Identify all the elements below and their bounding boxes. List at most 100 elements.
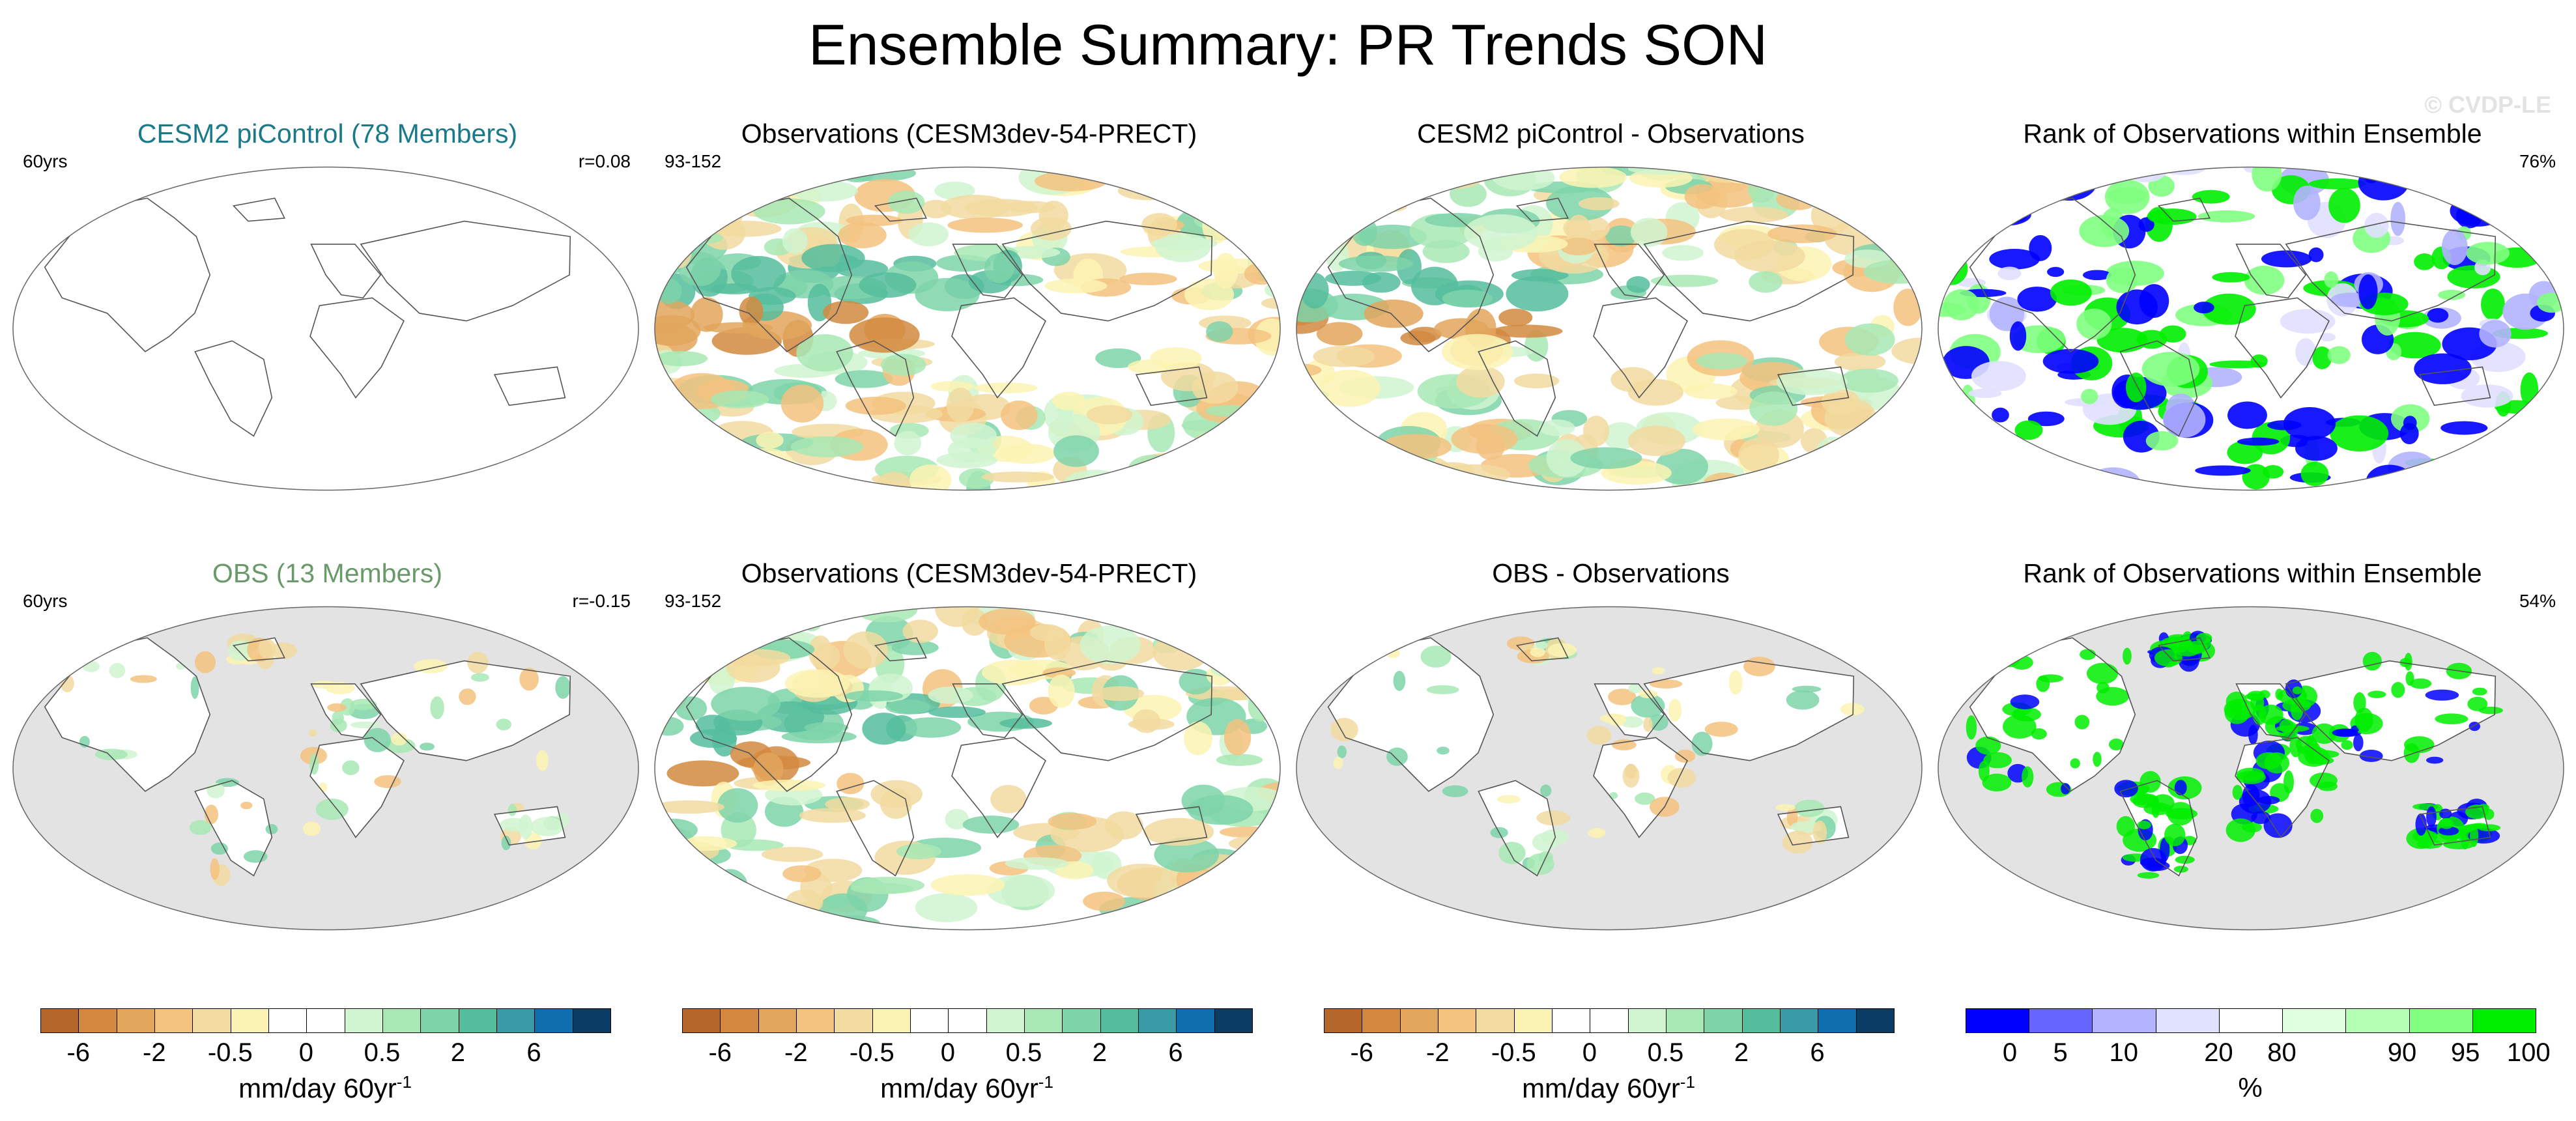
coastline [1777, 806, 1850, 846]
field-blob [2050, 279, 2092, 306]
colorbar-cell [721, 1009, 759, 1032]
field-blob [1255, 201, 1280, 218]
field-blob [1938, 256, 1947, 280]
coastline [685, 637, 853, 792]
field-blob [1775, 804, 1796, 812]
field-blob [1246, 404, 1280, 416]
field-blob [1127, 360, 1171, 375]
field-blob [1168, 606, 1238, 640]
field-blob [756, 432, 784, 449]
field-blob [999, 718, 1052, 729]
field-blob [2022, 766, 2034, 788]
field-blob [2414, 253, 2435, 270]
colorbar [682, 1008, 1253, 1033]
map-border [1938, 606, 2564, 931]
field-blob [1442, 289, 1493, 308]
panel-left-label: 60yrs [23, 591, 68, 611]
land-mass [44, 638, 210, 791]
field-blob [1622, 764, 1640, 788]
field-blob [1989, 249, 2040, 270]
field-blob [1185, 611, 1237, 623]
field-blob [934, 181, 975, 200]
field-blob [1587, 827, 1606, 838]
colorbar-cell [872, 1009, 911, 1032]
field-blob [2295, 436, 2338, 461]
field-blob [1880, 167, 1922, 178]
field-blob [1938, 401, 1966, 424]
field-blob [1257, 400, 1280, 417]
field-blob [692, 641, 736, 660]
colorbar-cell [910, 1009, 949, 1032]
field-blob [1743, 177, 1807, 188]
field-blob [2280, 309, 2336, 334]
field-blob [2088, 481, 2112, 490]
field-blob [1216, 208, 1242, 231]
field-blob [2439, 817, 2454, 829]
field-blob [1893, 289, 1922, 326]
field-blob [2468, 193, 2489, 214]
colorbar-tick-label: -2 [784, 1038, 808, 1067]
map-border [654, 606, 1281, 931]
field-blob [662, 437, 723, 460]
colorbar-cell [573, 1009, 610, 1032]
field-blob [1234, 433, 1280, 447]
coastline [874, 197, 927, 222]
field-blob [315, 799, 349, 820]
field-blob [2438, 289, 2466, 300]
field-blob [845, 397, 906, 415]
field-blob [1338, 255, 1413, 272]
field-blob [1776, 369, 1848, 395]
field-blob [1828, 452, 1870, 485]
colorbar-cell [117, 1009, 155, 1032]
colorbar-cell [307, 1009, 345, 1032]
coastline [952, 244, 1023, 299]
field-blob [2076, 308, 2112, 340]
field-blob [2165, 808, 2198, 820]
field-blob [1333, 756, 1343, 769]
coastline [44, 637, 211, 792]
panel-right-label: r=-0.15 [572, 591, 631, 611]
field-blob [1163, 614, 1209, 631]
field-blob [655, 717, 684, 736]
field-blob [930, 874, 1005, 896]
field-blob [1095, 686, 1145, 702]
field-blob [1027, 167, 1087, 172]
field-blob [2283, 407, 2336, 440]
field-blob [302, 821, 321, 836]
colorbar-cell [2156, 1009, 2220, 1032]
field-blob [1938, 399, 1951, 423]
map-border [1938, 166, 2564, 491]
field-blob [1844, 323, 1895, 356]
field-blob [2513, 457, 2553, 479]
field-blob [2450, 195, 2506, 227]
field-blob [838, 221, 887, 249]
map-border [1296, 606, 1923, 931]
field-blob [2308, 247, 2324, 263]
field-blob [1700, 167, 1751, 183]
field-blob [796, 334, 853, 372]
colorbar-cell [421, 1009, 459, 1032]
colorbar-tick-label: -6 [1350, 1038, 1374, 1067]
colorbar-cell [835, 1009, 873, 1032]
field-blob [109, 662, 126, 679]
colorbar-tick-label: 20 [2204, 1038, 2233, 1067]
field-blob [1435, 464, 1511, 485]
field-blob [850, 877, 925, 894]
coastline [44, 197, 211, 352]
colorbar-cell [2029, 1009, 2093, 1032]
field-blob [2441, 229, 2468, 265]
field-blob [1610, 367, 1655, 393]
field-blob [1451, 424, 1518, 454]
coastline [2235, 737, 2330, 838]
field-blob [655, 216, 698, 255]
field-blob [1846, 171, 1914, 188]
field-blob [1983, 752, 2012, 769]
field-blob [908, 222, 949, 247]
field-blob [764, 606, 805, 620]
colorbar [1324, 1008, 1895, 1033]
coastline [1643, 660, 1855, 761]
field-blob [876, 472, 912, 490]
colorbar-cell [1666, 1009, 1705, 1032]
field-blob [2079, 214, 2130, 248]
land-mass [1328, 638, 1494, 791]
